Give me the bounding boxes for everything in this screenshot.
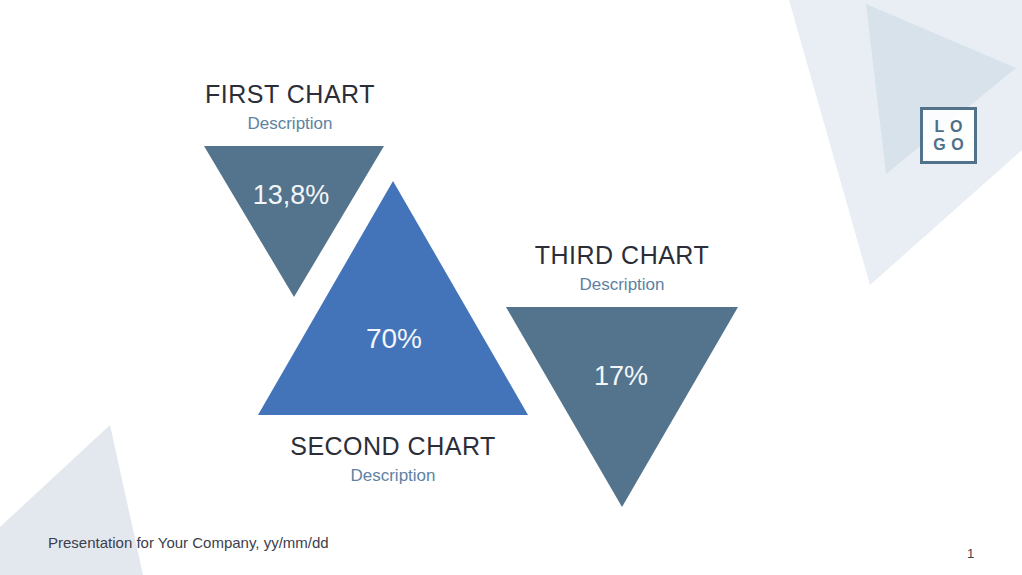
second-chart-description: Description [350,466,435,486]
third-chart-description: Description [579,275,664,295]
third-chart-triangle [506,307,738,507]
first-chart-description: Description [247,114,332,134]
page-number: 1 [967,546,974,561]
second-chart-value: 70% [366,323,422,355]
third-chart-value: 17% [594,361,648,392]
first-chart-title: FIRST CHART [205,80,375,109]
decor-triangle-bottom-left [0,425,143,575]
first-chart-value: 13,8% [253,180,330,211]
footer-text: Presentation for Your Company, yy/mm/dd [48,534,329,551]
second-chart-title: SECOND CHART [290,432,496,461]
presentation-slide: FIRST CHART Description 13,8% 70% SECOND… [0,0,1022,575]
third-chart-title: THIRD CHART [535,241,709,270]
logo-line-2: GO [928,136,970,154]
company-logo: LO GO [920,107,977,164]
slide-graphics-layer [0,0,1022,575]
logo-line-1: LO [929,118,968,136]
